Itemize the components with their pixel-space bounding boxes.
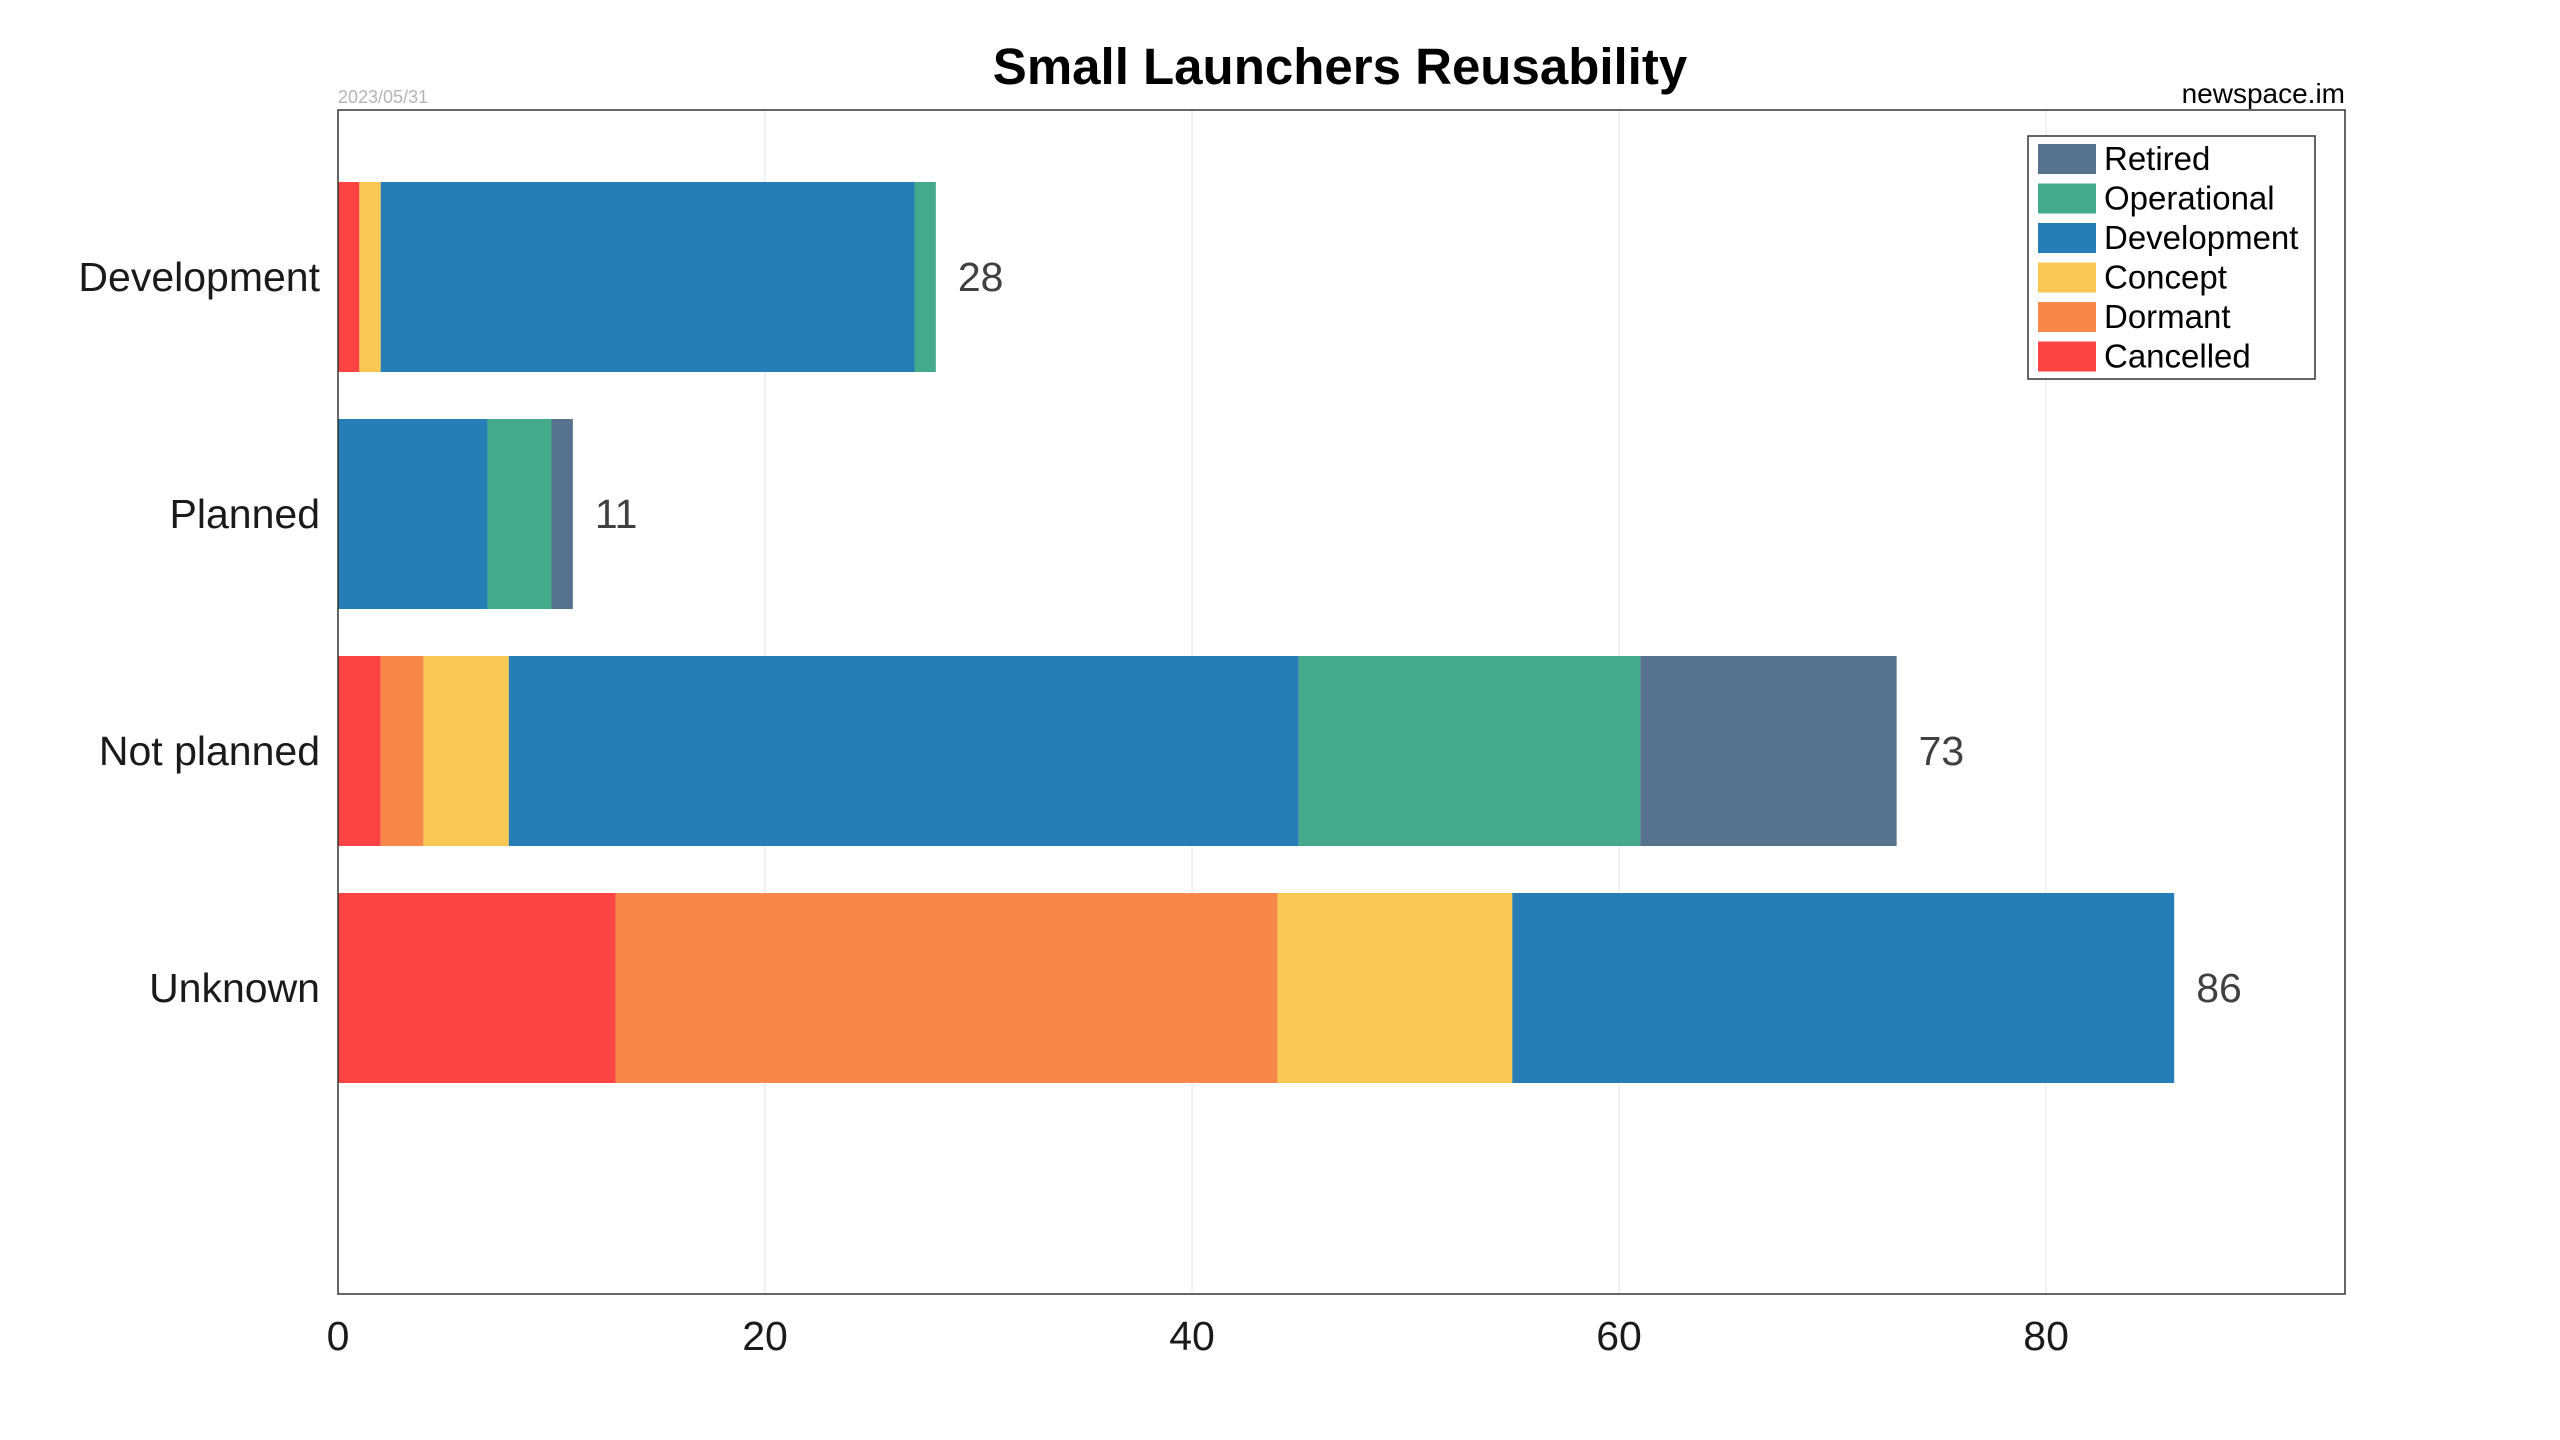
legend-swatch-operational	[2038, 183, 2096, 214]
category-labels: Development Planned Not planned Unknown	[78, 254, 320, 1011]
legend-swatch-concept	[2038, 262, 2096, 293]
bar-not-planned-operational	[1298, 656, 1641, 846]
bar-not-planned-concept	[423, 656, 509, 846]
bar-planned-operational	[487, 419, 552, 609]
legend-label-operational: Operational	[2104, 180, 2275, 217]
legend-swatch-development	[2038, 223, 2096, 253]
x-tick-label: 80	[2023, 1313, 2069, 1359]
category-label-development: Development	[78, 254, 320, 300]
legend-box	[2027, 135, 2316, 380]
bar-not-planned-cancelled	[338, 656, 381, 846]
bar-not-planned-dormant	[380, 656, 424, 846]
bar-unknown-dormant	[615, 893, 1278, 1083]
x-tick-label: 20	[742, 1313, 788, 1359]
date-note: 2023/05/31	[338, 87, 428, 107]
bar-unknown-concept	[1277, 893, 1513, 1083]
total-label-development: 28	[958, 254, 1004, 300]
x-tick-label: 40	[1169, 1313, 1215, 1359]
legend-label-concept: Concept	[2104, 259, 2227, 296]
category-label-planned: Planned	[170, 491, 320, 537]
bar-development-concept	[359, 182, 381, 372]
total-label-planned: 11	[595, 491, 638, 537]
bar-not-planned-retired	[1640, 656, 1897, 846]
total-label-not-planned: 73	[1919, 728, 1965, 774]
bar-development-development	[380, 182, 915, 372]
x-tick-label: 60	[1596, 1313, 1642, 1359]
bar-planned-development	[338, 419, 488, 609]
legend-swatch-dormant	[2038, 302, 2096, 332]
legend-label-cancelled: Cancelled	[2104, 338, 2251, 375]
legend-swatch-cancelled	[2038, 341, 2096, 372]
bar-unknown-cancelled	[338, 893, 616, 1083]
legend-swatch-retired	[2038, 144, 2096, 174]
total-label-unknown: 86	[2196, 965, 2242, 1011]
bar-development-operational	[914, 182, 936, 372]
bar-unknown-development	[1512, 893, 2175, 1083]
legend-label-dormant: Dormant	[2104, 298, 2231, 335]
x-tick-labels: 0 20 40 60 80	[327, 1313, 2069, 1359]
chart-title: Small Launchers Reusability	[993, 38, 1688, 95]
bar-not-planned-development	[508, 656, 1299, 846]
source-note: newspace.im	[2182, 78, 2345, 109]
bar-planned-retired	[551, 419, 573, 609]
category-label-unknown: Unknown	[149, 965, 320, 1011]
legend-label-retired: Retired	[2104, 140, 2210, 177]
bars	[338, 182, 2175, 1083]
x-tick-label: 0	[327, 1313, 350, 1359]
category-label-not-planned: Not planned	[99, 728, 320, 774]
bar-development-cancelled	[338, 182, 360, 372]
legend-label-development: Development	[2104, 219, 2298, 256]
total-labels: 28 11 73 86	[595, 254, 2242, 1011]
legend: RetiredOperationalDevelopmentConceptDorm…	[2027, 135, 2316, 380]
plot-frame	[337, 109, 2346, 1295]
